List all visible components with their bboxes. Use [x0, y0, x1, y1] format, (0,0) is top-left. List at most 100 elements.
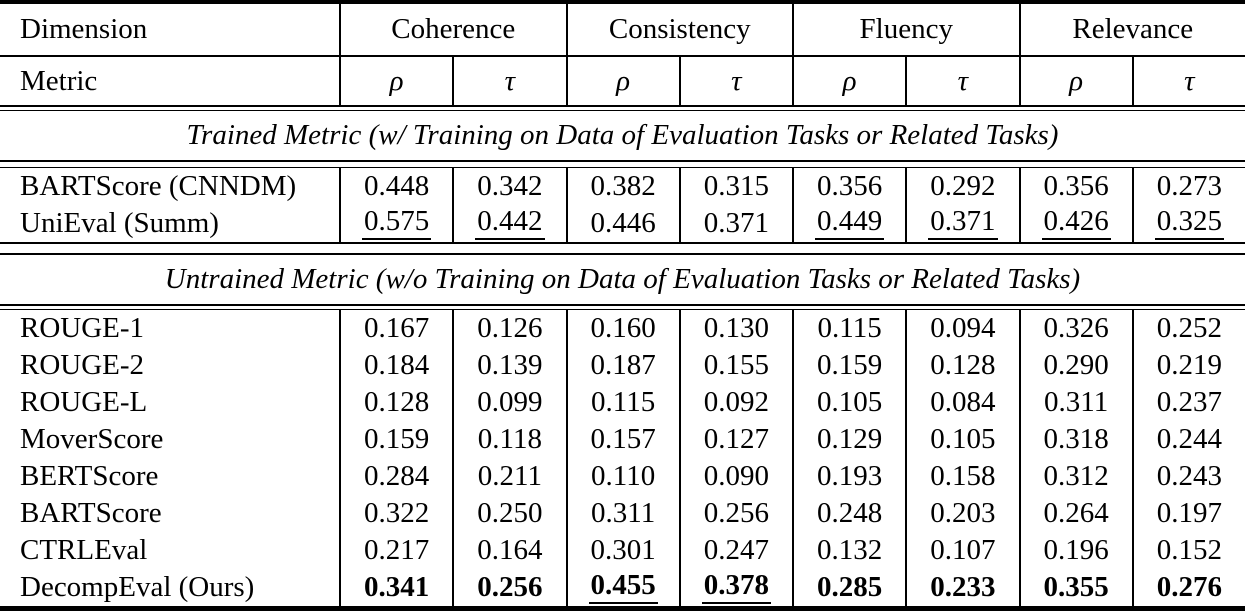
rho-symbol: ρ [339, 57, 452, 105]
metric-value: 0.184 [364, 349, 430, 381]
metric-value-cell: 0.243 [1131, 458, 1245, 495]
metric-value: 0.311 [1044, 386, 1109, 418]
metric-value-cell: 0.139 [452, 347, 565, 384]
metric-value-cell: 0.084 [905, 384, 1018, 421]
metric-value-cell: 0.115 [792, 310, 905, 347]
header-separator-rule [0, 55, 1245, 57]
metric-value: 0.128 [364, 386, 430, 418]
metric-value-cell: 0.448 [339, 168, 452, 205]
metric-value-cell: 0.247 [678, 532, 792, 569]
metric-value: 0.099 [477, 386, 543, 418]
metric-value: 0.105 [817, 386, 883, 418]
table-row: DecompEval (Ours) 0.341 0.256 0.455 0.378 0.2… [0, 569, 1245, 606]
table-row: ROUGE-L 0.128 0.099 0.115 0.092 0.105 0.084 0.3… [0, 384, 1245, 421]
metric-value: 0.110 [591, 460, 656, 492]
metric-value: 0.107 [930, 534, 996, 566]
metric-value-cell: 0.129 [792, 421, 905, 458]
metric-value: 0.273 [1156, 170, 1222, 202]
metric-value: 0.167 [364, 312, 430, 344]
metric-value: 0.252 [1156, 312, 1222, 344]
metric-value-cell: 0.155 [678, 347, 792, 384]
metric-value: 0.311 [591, 497, 656, 529]
metric-name: ROUGE-2 [20, 349, 145, 381]
metric-value: 0.094 [930, 312, 996, 344]
metric-name: BERTScore [20, 460, 159, 492]
metric-value-cell: 0.371 [678, 205, 792, 242]
metric-value-cell: 0.356 [1018, 168, 1132, 205]
metric-value: 0.250 [477, 497, 543, 529]
metric-value-cell: 0.099 [452, 384, 565, 421]
metric-value-cell: 0.442 [452, 205, 565, 242]
metric-value: 0.118 [477, 423, 542, 455]
metric-value: 0.128 [930, 349, 996, 381]
section-rule [0, 105, 1245, 111]
metric-value-cell: 0.449 [792, 205, 905, 242]
metric-value: 0.197 [1156, 497, 1222, 529]
metric-value-cell: 0.128 [905, 347, 1018, 384]
metric-value-cell: 0.575 [339, 205, 452, 242]
metric-value: 0.355 [1043, 571, 1109, 603]
metric-value: 0.219 [1156, 349, 1222, 381]
metric-value: 0.217 [364, 534, 430, 566]
metric-value: 0.152 [1156, 534, 1222, 566]
metric-value: 0.449 [815, 207, 885, 240]
dimension-header-row: Dimension Coherence Consistency Fluency … [0, 4, 1245, 55]
metric-value: 0.193 [817, 460, 883, 492]
group-header-coherence: Coherence [339, 4, 566, 55]
metric-value: 0.237 [1156, 386, 1222, 418]
group-header-relevance: Relevance [1018, 4, 1245, 55]
metric-value: 0.092 [703, 386, 769, 418]
metric-value: 0.276 [1156, 571, 1222, 603]
table-row: BERTScore 0.284 0.211 0.110 0.090 0.193 0.158 0… [0, 458, 1245, 495]
metric-value-cell: 0.252 [1131, 310, 1245, 347]
section-rule [0, 160, 1245, 168]
section-title-trained: Trained Metric (w/ Training on Data of E… [186, 119, 1059, 151]
metric-value-cell: 0.322 [339, 495, 452, 532]
metric-value: 0.243 [1156, 460, 1222, 492]
group-header-consistency: Consistency [565, 4, 793, 55]
metric-value-cell: 0.184 [339, 347, 452, 384]
metric-value: 0.446 [590, 207, 656, 239]
metric-value-cell: 0.284 [339, 458, 452, 495]
metric-value-cell: 0.285 [792, 569, 905, 606]
metric-value: 0.247 [703, 534, 769, 566]
metric-value-cell: 0.158 [905, 458, 1018, 495]
metric-value: 0.312 [1043, 460, 1109, 492]
metric-value-cell: 0.157 [565, 421, 679, 458]
metric-value-cell: 0.105 [792, 384, 905, 421]
metric-value: 0.356 [1043, 170, 1109, 202]
metric-value: 0.290 [1043, 349, 1109, 381]
metric-value-cell: 0.426 [1018, 205, 1132, 242]
dimension-label: Dimension [20, 13, 148, 45]
metric-value: 0.285 [817, 571, 883, 603]
metric-value: 0.244 [1156, 423, 1222, 455]
metric-value: 0.159 [364, 423, 430, 455]
metric-value-cell: 0.219 [1131, 347, 1245, 384]
metric-value-cell: 0.094 [905, 310, 1018, 347]
metric-name: DecompEval (Ours) [20, 571, 255, 603]
metric-name: UniEval (Summ) [20, 207, 219, 239]
metric-value: 0.301 [590, 534, 656, 566]
metric-value: 0.187 [590, 349, 656, 381]
metric-value: 0.155 [703, 349, 769, 381]
metric-value-cell: 0.118 [452, 421, 565, 458]
metric-value: 0.196 [1043, 534, 1109, 566]
metric-name: BARTScore [20, 497, 162, 529]
metric-value-cell: 0.126 [452, 310, 565, 347]
metric-value-cell: 0.250 [452, 495, 565, 532]
metric-value-cell: 0.130 [678, 310, 792, 347]
metric-value: 0.139 [477, 349, 543, 381]
metric-value: 0.233 [930, 571, 996, 603]
metric-value: 0.248 [817, 497, 883, 529]
metric-value-cell: 0.371 [905, 205, 1018, 242]
bottom-rule [0, 606, 1245, 611]
metric-value-cell: 0.090 [678, 458, 792, 495]
metric-value: 0.325 [1154, 207, 1224, 240]
metric-value: 0.203 [930, 497, 996, 529]
metric-value: 0.105 [930, 423, 996, 455]
section-rule [0, 242, 1245, 255]
metric-value-cell: 0.315 [678, 168, 792, 205]
metric-value: 0.371 [928, 207, 998, 240]
metric-value-cell: 0.211 [452, 458, 565, 495]
metric-value: 0.090 [703, 460, 769, 492]
